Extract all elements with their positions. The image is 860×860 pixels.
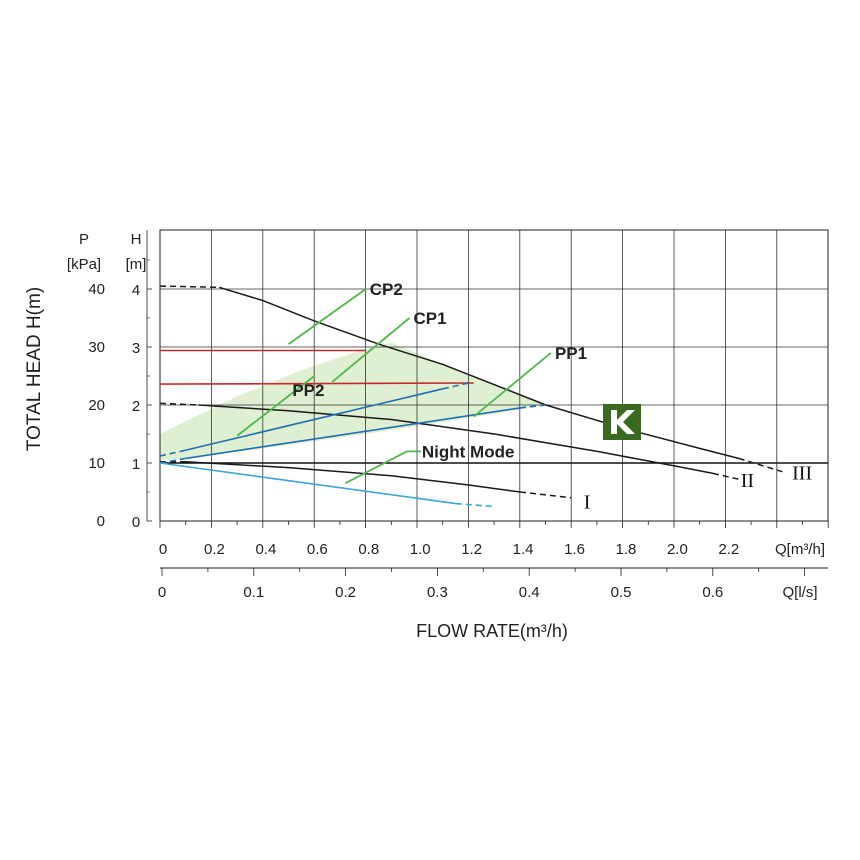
series-line-dashed — [520, 404, 546, 409]
series-line — [218, 286, 739, 460]
x-tick-label: 2.0 — [667, 541, 688, 558]
callout-pp2: PP2 — [236, 375, 324, 437]
x-tick-label: 0.2 — [204, 541, 225, 558]
pressure-tick-label: 20 — [88, 397, 105, 414]
callout-leader — [236, 375, 315, 437]
x2-axis-unit-label: Q[l/s] — [782, 584, 817, 601]
chart-series — [159, 285, 783, 508]
x2-tick-label: 0.3 — [427, 584, 448, 601]
series-night-mode — [159, 462, 495, 508]
chart-grid — [159, 229, 829, 522]
x-axis-title: FLOW RATE(m³/h) — [416, 621, 568, 641]
series-line — [198, 404, 714, 475]
series-line-dashed — [442, 382, 469, 390]
x2-tick-label: 0.5 — [611, 584, 632, 601]
operating-range-fill — [160, 342, 546, 461]
head-tick-label: 3 — [132, 340, 140, 357]
series-line-dashed — [455, 502, 495, 508]
head-tick-label: 0 — [132, 514, 140, 531]
series-line — [185, 407, 521, 460]
x2-tick-label: 0.6 — [702, 584, 723, 601]
series-line-dashed — [520, 491, 572, 499]
series-line — [180, 388, 444, 453]
series-ii — [159, 402, 739, 480]
callout-leader — [288, 288, 367, 345]
callout-leader — [344, 450, 408, 485]
callout-night-mode: Night Mode — [344, 442, 515, 485]
callout-label: Night Mode — [422, 442, 515, 461]
y-axis-title: TOTAL HEAD H(m) — [24, 287, 45, 451]
pressure-tick-label: 30 — [88, 339, 105, 356]
head-tick-label: 4 — [132, 282, 140, 299]
callout-cp2: CP2 — [288, 280, 403, 345]
head-tick-label: 2 — [132, 398, 140, 415]
series-cp1 — [159, 382, 474, 385]
callout-leader — [331, 317, 411, 383]
x2-tick-label: 0.1 — [243, 584, 264, 601]
pressure-tick-label: 10 — [88, 455, 105, 472]
head-axis-unit: [m] — [126, 256, 147, 273]
pressure-tick-label: 0 — [97, 513, 105, 530]
pressure-axis-unit: [kPa] — [67, 256, 101, 273]
series-line-dashed — [712, 472, 739, 480]
x-tick-label: 0 — [159, 541, 167, 558]
series-line-dashed — [159, 450, 181, 457]
callout-label: PP2 — [292, 381, 324, 400]
callout-label: CP2 — [370, 280, 403, 299]
series-line-dashed — [159, 457, 186, 464]
curve-label: III — [792, 463, 812, 485]
series-line — [159, 462, 456, 505]
x2-tick-label: 0.4 — [519, 584, 540, 601]
callout-label: PP1 — [555, 344, 587, 363]
head-tick-label: 1 — [132, 456, 140, 473]
callout-cp1: CP1 — [331, 309, 447, 383]
x-tick-label: 2.2 — [718, 541, 739, 558]
x-tick-label: 1.6 — [564, 541, 585, 558]
x-tick-label: 1.4 — [513, 541, 534, 558]
pressure-tick-label: 40 — [88, 281, 105, 298]
pressure-axis-symbol: P — [79, 231, 89, 248]
series-pp2 — [159, 382, 469, 457]
x-axis-unit-label: Q[m³/h] — [775, 541, 825, 558]
x-tick-label: 0.8 — [358, 541, 379, 558]
series-iii — [159, 285, 783, 473]
series-line-dashed — [738, 457, 783, 473]
x2-tick-label: 0 — [158, 584, 166, 601]
series-line — [185, 461, 521, 493]
x2-tick-label: 0.2 — [335, 584, 356, 601]
series-pp1 — [159, 404, 546, 464]
head-axis-symbol: H — [131, 231, 142, 248]
series-line-dashed — [159, 285, 220, 289]
brand-logo — [603, 404, 641, 440]
curve-label: I — [584, 492, 591, 514]
curve-label: II — [741, 470, 754, 492]
x-tick-label: 1.2 — [461, 541, 482, 558]
callout-label: CP1 — [413, 309, 446, 328]
x-tick-label: 0.4 — [255, 541, 276, 558]
x-tick-label: 1.8 — [616, 541, 637, 558]
x-tick-label: 0.6 — [307, 541, 328, 558]
operating-range-area — [160, 342, 546, 461]
callout-leader — [473, 352, 552, 418]
series-line-dashed — [159, 402, 199, 406]
callout-pp1: PP1 — [473, 344, 587, 418]
x-tick-label: 1.0 — [410, 541, 431, 558]
series-line — [159, 382, 474, 385]
